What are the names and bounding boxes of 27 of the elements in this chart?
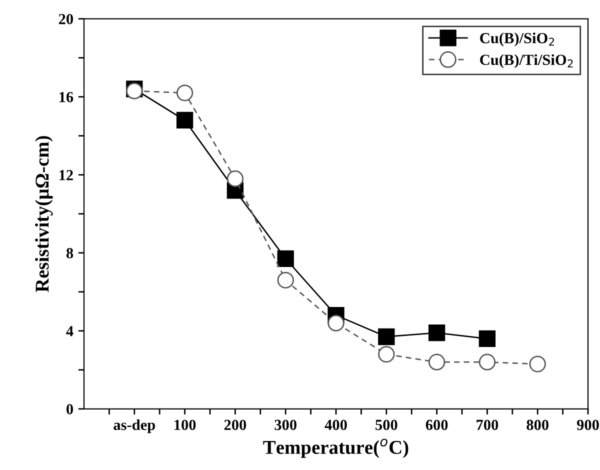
y-tick-label: 20 (58, 14, 73, 24)
x-tick-label: 500 (376, 420, 398, 430)
x-tick-label: 400 (324, 420, 347, 430)
x-tick-label: 300 (274, 420, 296, 430)
x-tick-label: 100 (174, 420, 196, 430)
x-axis-title: Temperature($^{o}$C) (263, 438, 408, 458)
point (176, 112, 194, 129)
x-tick-label: 800 (526, 420, 548, 430)
legend-label: Cu(B)/Ti/SiO$_{2}$ (480, 54, 573, 68)
legend-label: Cu(B)/SiO$_{2}$ (480, 32, 554, 46)
point (277, 250, 294, 268)
y-tick-label: 12 (60, 170, 73, 180)
point (478, 330, 496, 348)
point (226, 170, 244, 188)
x-tick-label: 200 (224, 420, 246, 430)
x-tick-label: 600 (426, 420, 448, 430)
y-tick-label: 16 (60, 92, 74, 102)
y-axis-title: Resistivity(μΩ-cm) (35, 136, 53, 292)
point (378, 328, 395, 346)
x-tick-label: 900 (576, 420, 599, 430)
x-tick-label: as-dep (114, 419, 156, 434)
y-tick-label: 4 (66, 326, 74, 336)
point (328, 314, 344, 332)
x-tick-label: 700 (476, 420, 498, 430)
y-tick-label: 0 (66, 404, 73, 414)
point (428, 324, 446, 342)
y-tick-label: 8 (66, 248, 74, 258)
